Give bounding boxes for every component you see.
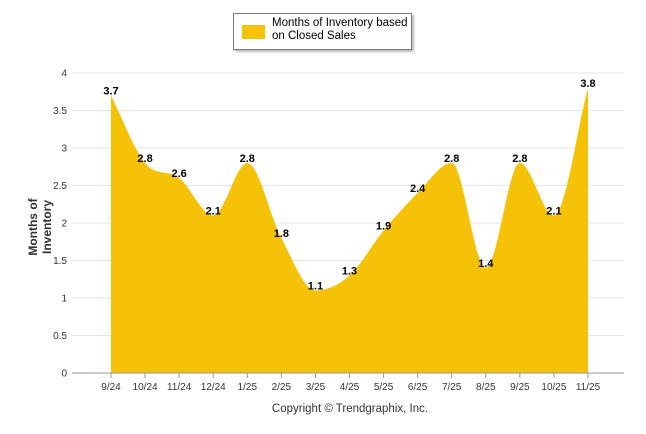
- x-tick-label: 5/25: [374, 382, 394, 393]
- y-tick-label: 2.5: [53, 181, 67, 192]
- data-label: 1.3: [342, 266, 357, 278]
- data-label: 2.8: [444, 153, 459, 165]
- copyright-text: Copyright © Trendgraphix, Inc.: [271, 403, 429, 415]
- y-tick-label: 2: [61, 219, 67, 230]
- data-label: 2.8: [240, 153, 255, 165]
- series-area-shape: [111, 88, 588, 373]
- data-label: 1.1: [308, 281, 323, 293]
- y-tick-label: 0.5: [53, 331, 67, 342]
- data-label: 2.1: [546, 206, 561, 218]
- x-tick-label: 8/25: [476, 382, 496, 393]
- x-tick-label: 4/25: [340, 382, 360, 393]
- y-tick-label: 1.5: [53, 256, 67, 267]
- y-tick-label: 1: [61, 294, 67, 305]
- legend-label: Months of Inventory based on Closed Sale…: [272, 17, 412, 43]
- data-label: 1.8: [274, 228, 289, 240]
- data-label: 3.7: [103, 86, 118, 98]
- x-tick-label: 6/25: [408, 382, 428, 393]
- x-tick-label: 9/24: [101, 382, 121, 393]
- x-tick-label: 3/25: [306, 382, 326, 393]
- legend-swatch: [242, 25, 265, 39]
- y-tick-label: 4: [61, 69, 67, 80]
- data-label: 2.4: [410, 183, 426, 195]
- x-tick-label: 10/24: [133, 382, 158, 393]
- x-tick-label: 7/25: [442, 382, 462, 393]
- x-tick-label: 9/25: [510, 382, 530, 393]
- data-labels: 3.7 2.8 2.6 2.1 2.8 1.8 1.1 1.3 1.9 2.4 2.8 1.4 2.8 2…: [103, 78, 595, 293]
- legend-label-line1: Months of Inventory based: [272, 17, 408, 29]
- x-tick-label: 10/25: [541, 382, 566, 393]
- x-tick-label: 2/25: [272, 382, 292, 393]
- y-tick-label: 3.5: [53, 106, 67, 117]
- y-axis-title: Months of Inventory: [26, 198, 54, 256]
- x-tick-label: 12/24: [201, 382, 226, 393]
- data-label: 1.4: [478, 258, 494, 270]
- x-tick-label: 1/25: [238, 382, 258, 393]
- x-tick-label: 11/25: [576, 382, 601, 393]
- data-label: 2.1: [206, 206, 221, 218]
- legend: Months of Inventory based on Closed Sale…: [233, 13, 412, 50]
- data-label: 2.8: [137, 153, 152, 165]
- data-label: 1.9: [376, 221, 391, 233]
- legend-label-line2: on Closed Sales: [272, 30, 356, 42]
- y-tick-label: 3: [61, 144, 67, 155]
- data-label: 2.6: [171, 168, 186, 180]
- x-tick-label: 11/24: [167, 382, 192, 393]
- y-axis-ticks: 0 0.5 1 1.5 2 2.5 3 3.5 4: [53, 69, 67, 380]
- y-tick-label: 0: [61, 369, 67, 380]
- data-label: 3.8: [580, 78, 595, 90]
- x-axis: 9/24 10/24 11/24 12/24 1/25 2/25 3/25 4/25 5/25 6…: [72, 372, 624, 393]
- data-label: 2.8: [512, 153, 527, 165]
- series-area: [111, 88, 588, 373]
